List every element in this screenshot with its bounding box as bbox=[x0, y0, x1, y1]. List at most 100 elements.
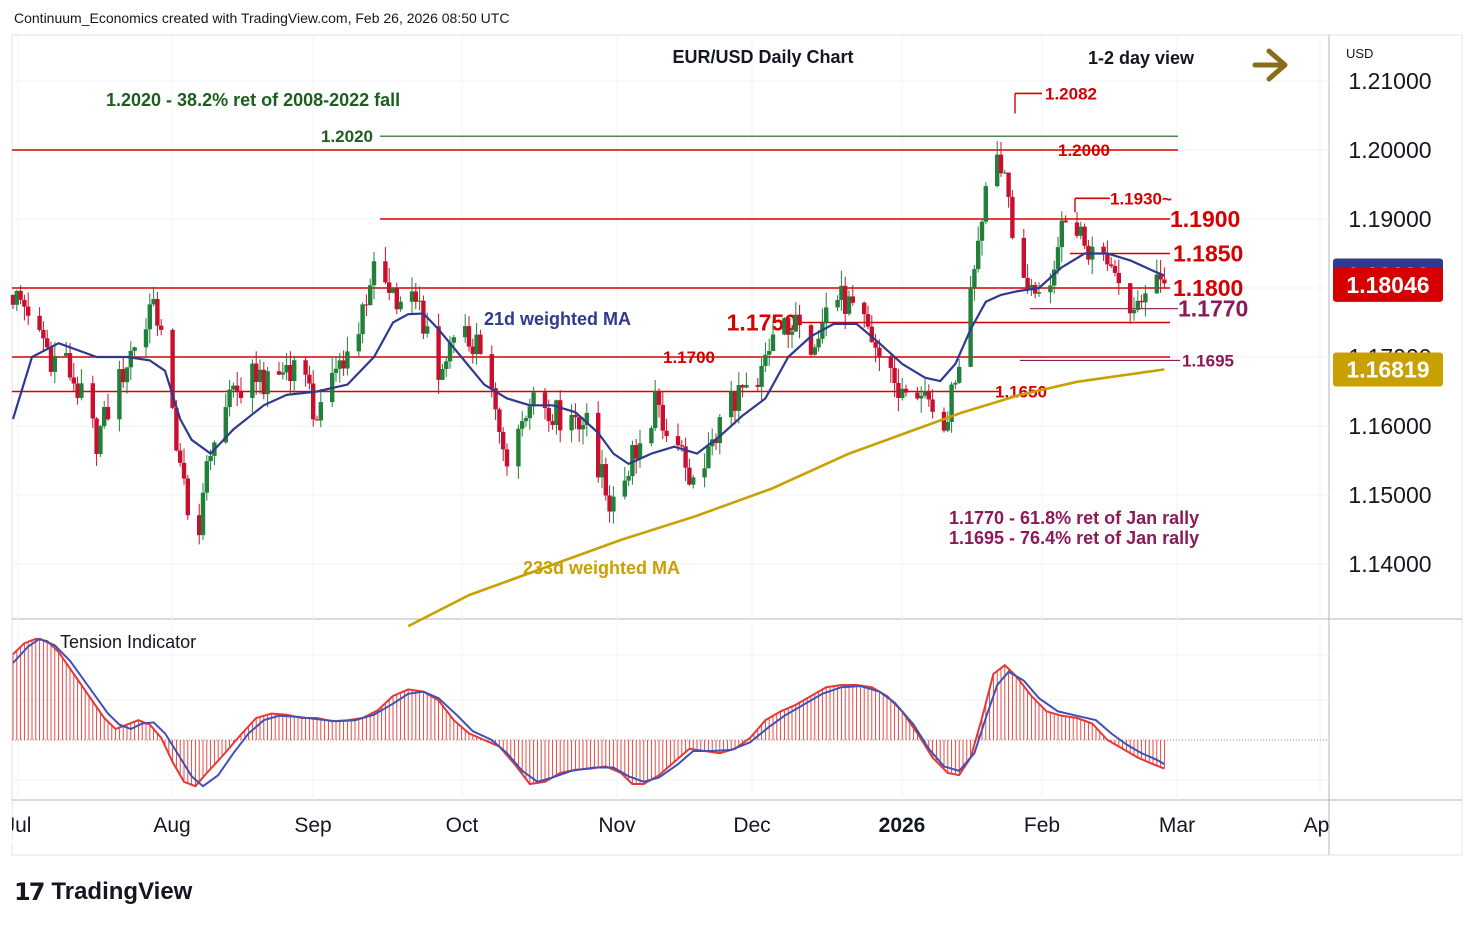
candle-body-190 bbox=[732, 391, 738, 411]
candle-body-92 bbox=[360, 304, 365, 335]
candle-body-295 bbox=[1131, 309, 1137, 314]
candle-body-245 bbox=[941, 411, 947, 431]
candle-body-298 bbox=[1143, 293, 1148, 303]
candle-body-36 bbox=[147, 304, 152, 330]
candle-body-107 bbox=[417, 300, 422, 302]
chart-frame bbox=[11, 34, 1463, 856]
annotation-3: 1.1770 - 61.8% ret of Jan rally bbox=[949, 508, 1199, 528]
candle-body-95 bbox=[371, 261, 377, 286]
level-label-1: 1.2020 bbox=[321, 127, 373, 146]
candle-body-148 bbox=[573, 414, 578, 418]
arrow-right-icon bbox=[1252, 48, 1288, 82]
candle-body-150 bbox=[580, 425, 586, 430]
candle-body-130 bbox=[504, 449, 510, 467]
candle-body-186 bbox=[717, 417, 722, 444]
candle-body-106 bbox=[413, 291, 418, 302]
candle-body-9 bbox=[45, 338, 50, 348]
ma21-line bbox=[11, 252, 1165, 465]
candle-body-39 bbox=[159, 325, 164, 330]
candle-body-151 bbox=[584, 412, 589, 426]
candle-body-87 bbox=[341, 360, 346, 369]
candle-body-178 bbox=[687, 467, 692, 485]
candle-body-49 bbox=[197, 515, 202, 536]
candle-body-205 bbox=[789, 331, 795, 335]
candle-body-197 bbox=[759, 365, 764, 387]
candle-body-227 bbox=[873, 342, 878, 348]
candle-body-200 bbox=[770, 334, 776, 352]
candle-body-134 bbox=[520, 421, 525, 429]
candle-body-44 bbox=[178, 450, 183, 463]
x-tick-7: Feb bbox=[1024, 814, 1060, 837]
candle-body-7 bbox=[37, 315, 42, 330]
candle-body-266 bbox=[1021, 237, 1026, 278]
candle-body-120 bbox=[466, 326, 472, 347]
candle-body-294 bbox=[1128, 283, 1133, 314]
candle-body-91 bbox=[356, 334, 361, 352]
candle-body-93 bbox=[364, 304, 369, 306]
candle-body-128 bbox=[497, 409, 502, 433]
candle-body-219 bbox=[843, 285, 848, 314]
candle-body-211 bbox=[812, 347, 817, 355]
candle-body-170 bbox=[656, 390, 662, 405]
candle-body-30 bbox=[124, 367, 130, 383]
candle-body-273 bbox=[1048, 285, 1053, 293]
x-tick-4: Nov bbox=[598, 814, 636, 837]
candle-body-116 bbox=[451, 337, 456, 343]
candle-body-43 bbox=[174, 407, 179, 451]
candle-body-175 bbox=[675, 436, 681, 446]
candle-body-235 bbox=[903, 388, 909, 393]
chart-subtitle: 1-2 day view bbox=[1088, 48, 1195, 68]
ma233-line bbox=[407, 368, 1165, 628]
candle-body-129 bbox=[501, 432, 506, 450]
candle-body-11 bbox=[52, 355, 57, 372]
candle-body-1 bbox=[14, 290, 19, 305]
candle-body-136 bbox=[527, 406, 532, 419]
candle-body-3 bbox=[22, 299, 27, 307]
candle-body-18 bbox=[79, 383, 84, 398]
candle-body-59 bbox=[235, 385, 240, 391]
candle-body-29 bbox=[121, 369, 126, 383]
candle-body-70 bbox=[276, 371, 282, 375]
annotation-2: 233d weighted MA bbox=[523, 558, 680, 578]
candle-body-204 bbox=[786, 318, 791, 335]
candle-body-261 bbox=[1002, 172, 1007, 174]
candle-body-14 bbox=[64, 353, 69, 356]
price-badge-ma233 bbox=[1333, 352, 1443, 387]
candle-body-172 bbox=[664, 430, 669, 437]
candle-body-277 bbox=[1063, 220, 1068, 223]
candle-body-46 bbox=[185, 478, 190, 516]
candle-body-112 bbox=[436, 326, 441, 380]
candle-body-154 bbox=[596, 412, 601, 478]
candle-body-66 bbox=[261, 369, 266, 395]
x-tick-5: Dec bbox=[733, 814, 770, 837]
candle-body-140 bbox=[542, 392, 548, 409]
tradingview-logo[interactable]: 17 TradingView bbox=[14, 878, 192, 906]
candle-body-58 bbox=[231, 385, 236, 390]
candle-body-290 bbox=[1112, 266, 1118, 273]
candle-body-74 bbox=[292, 360, 297, 382]
candle-body-126 bbox=[489, 354, 494, 389]
candle-body-79 bbox=[311, 383, 316, 420]
candle-body-88 bbox=[345, 351, 350, 369]
candle-body-108 bbox=[421, 300, 426, 334]
candle-body-155 bbox=[599, 464, 605, 478]
candle-body-161 bbox=[622, 480, 627, 497]
candle-body-241 bbox=[926, 390, 931, 400]
candle-body-183 bbox=[706, 446, 711, 469]
x-tick-2: Sep bbox=[294, 814, 331, 837]
candle-body-192 bbox=[740, 385, 745, 388]
candle-body-32 bbox=[132, 347, 137, 351]
candle-body-31 bbox=[128, 350, 133, 368]
candle-body-141 bbox=[546, 408, 551, 422]
candle-body-105 bbox=[409, 291, 415, 302]
x-tick-1: Aug bbox=[153, 814, 190, 837]
candle-body-217 bbox=[835, 300, 840, 308]
y-tick-2: 1.19000 bbox=[1348, 206, 1431, 232]
candle-body-249 bbox=[957, 366, 962, 383]
tradingview-logo-icon: 17 bbox=[14, 878, 45, 906]
candle-body-24 bbox=[102, 407, 107, 427]
annotation-4: 1.1695 - 76.4% ret of Jan rally bbox=[949, 528, 1199, 548]
candle-body-280 bbox=[1074, 222, 1080, 236]
candle-body-119 bbox=[463, 326, 468, 338]
candle-body-60 bbox=[238, 390, 244, 398]
